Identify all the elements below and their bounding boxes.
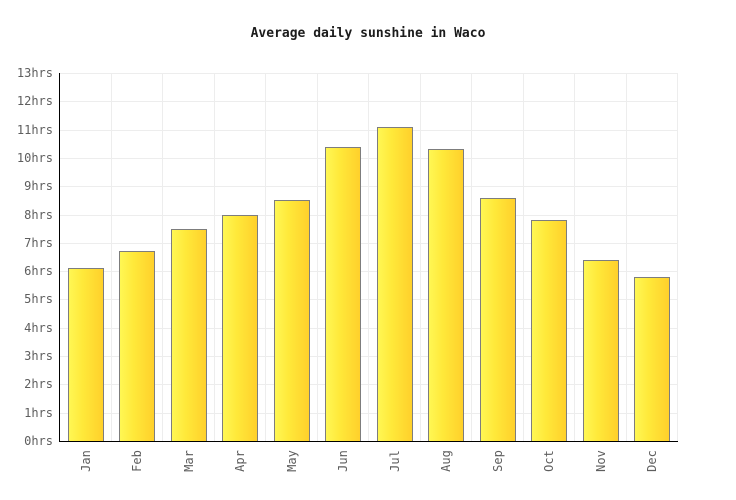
x-tick-label-jun: Jun — [336, 450, 351, 472]
x-tick-label-jul: Jul — [387, 450, 402, 472]
bar-sep[interactable] — [479, 198, 516, 441]
horizontal-gridline — [60, 412, 678, 414]
y-tick-label-8hrs: 8hrs — [24, 207, 53, 222]
bar-jul[interactable] — [376, 127, 413, 441]
horizontal-gridline — [60, 186, 678, 188]
y-tick-label-13hrs: 13hrs — [16, 66, 53, 80]
x-tick-label-sep: Sep — [490, 450, 505, 472]
bar-dec[interactable] — [634, 277, 671, 441]
vertical-gridline — [316, 73, 318, 441]
bar-jun[interactable] — [325, 147, 362, 441]
horizontal-gridline — [60, 157, 678, 159]
vertical-gridline — [625, 73, 627, 441]
vertical-gridline — [368, 73, 369, 441]
horizontal-gridline — [60, 214, 678, 216]
horizontal-gridline — [60, 327, 678, 329]
bar-feb[interactable] — [119, 251, 156, 441]
vertical-gridline — [162, 73, 163, 441]
x-tick-label-mar: Mar — [181, 450, 196, 472]
vertical-gridline — [471, 73, 472, 441]
y-tick-label-9hrs: 9hrs — [24, 179, 53, 194]
x-tick-label-oct: Oct — [542, 450, 557, 472]
bar-apr[interactable] — [222, 215, 259, 441]
y-tick-label-1hrs: 1hrs — [24, 405, 53, 420]
vertical-gridline — [522, 73, 524, 441]
plot-area — [59, 73, 678, 442]
y-tick-label-12hrs: 12hrs — [16, 94, 53, 109]
x-tick-label-apr: Apr — [233, 450, 248, 472]
x-tick-label-jan: Jan — [78, 450, 93, 472]
y-tick-label-5hrs: 5hrs — [24, 292, 53, 307]
bar-mar[interactable] — [170, 229, 207, 441]
x-tick-label-feb: Feb — [130, 450, 145, 472]
horizontal-gridline — [60, 73, 678, 74]
y-tick-label-3hrs: 3hrs — [24, 349, 53, 364]
vertical-gridline — [213, 73, 215, 441]
x-tick-label-aug: Aug — [439, 450, 454, 472]
vertical-gridline — [110, 73, 112, 441]
horizontal-gridline — [60, 242, 678, 244]
vertical-gridline — [574, 73, 575, 441]
y-tick-label-7hrs: 7hrs — [24, 235, 53, 250]
y-tick-label-6hrs: 6hrs — [24, 264, 53, 279]
vertical-gridline — [677, 73, 678, 441]
y-tick-label-11hrs: 11hrs — [16, 122, 53, 137]
bar-oct[interactable] — [531, 220, 568, 441]
horizontal-gridline — [60, 101, 678, 103]
x-tick-label-nov: Nov — [593, 450, 608, 472]
bar-aug[interactable] — [428, 149, 465, 441]
y-tick-label-10hrs: 10hrs — [16, 150, 53, 165]
horizontal-gridline — [60, 384, 678, 386]
horizontal-gridline — [60, 356, 678, 358]
chart-title: Average daily sunshine in Waco — [250, 26, 486, 41]
x-tick-label-dec: Dec — [645, 450, 660, 472]
x-tick-label-may: May — [284, 450, 299, 472]
horizontal-gridline — [60, 129, 678, 131]
bar-nov[interactable] — [582, 260, 619, 441]
horizontal-gridline — [60, 271, 678, 273]
vertical-gridline — [265, 73, 266, 441]
horizontal-gridline — [60, 299, 678, 301]
bar-jan[interactable] — [67, 268, 104, 441]
y-tick-label-2hrs: 2hrs — [24, 377, 53, 392]
y-tick-label-4hrs: 4hrs — [24, 320, 53, 335]
y-tick-label-0hrs: 0hrs — [24, 434, 53, 448]
bar-may[interactable] — [273, 200, 310, 441]
vertical-gridline — [419, 73, 421, 441]
